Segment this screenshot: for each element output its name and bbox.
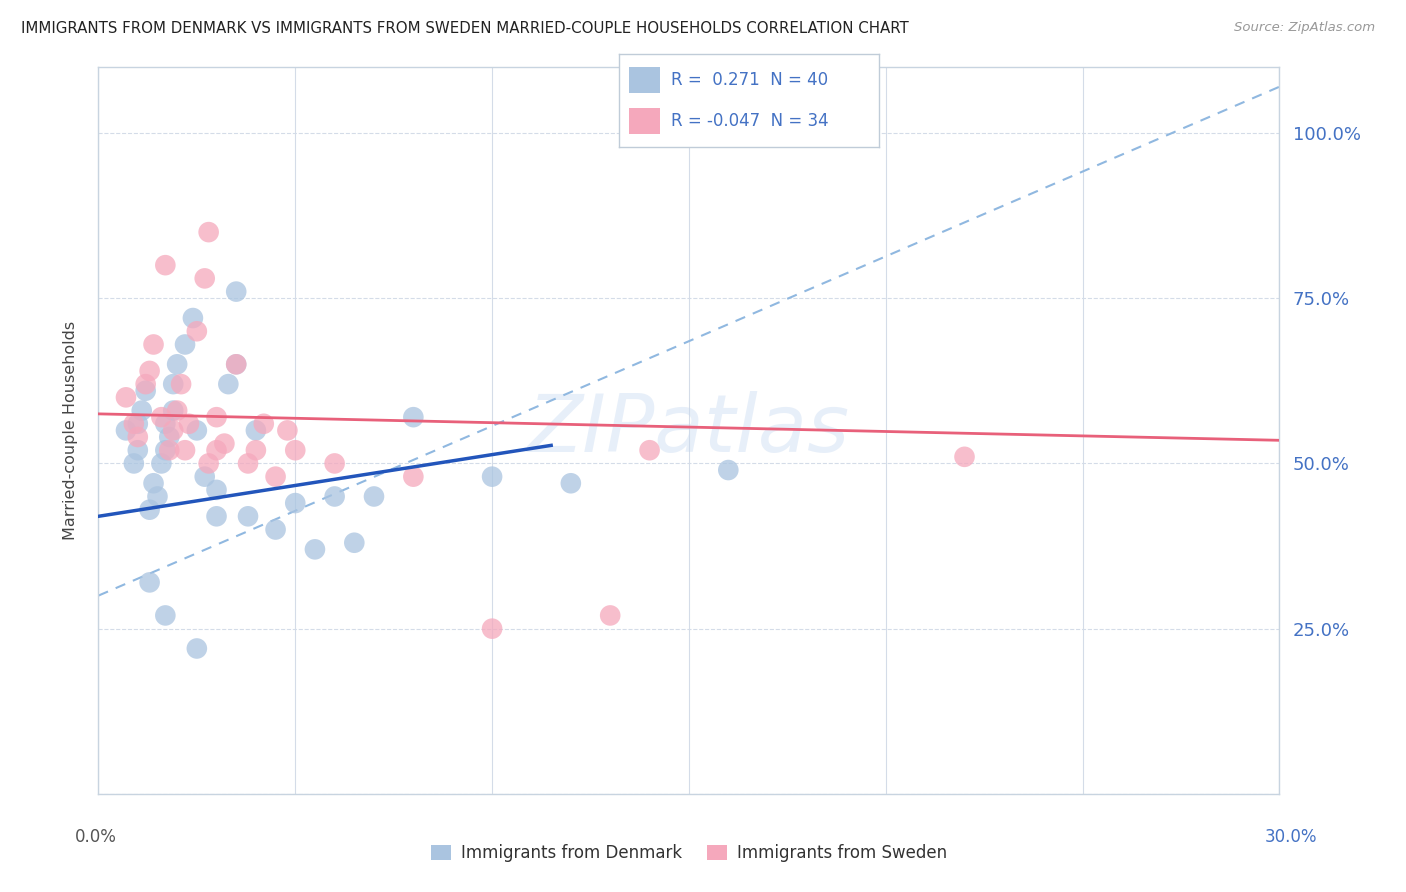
Point [560,476,582,491]
Point [402,469,425,483]
Point [177,417,200,431]
Text: ZIPatlas: ZIPatlas [527,392,851,469]
Point [186,324,208,338]
Point [214,436,236,450]
Point [194,271,217,285]
Point [638,443,661,458]
Text: IMMIGRANTS FROM DENMARK VS IMMIGRANTS FROM SWEDEN MARRIED-COUPLE HOUSEHOLDS CORR: IMMIGRANTS FROM DENMARK VS IMMIGRANTS FR… [21,21,908,36]
Point [166,403,188,417]
Point [186,641,208,656]
Point [142,476,165,491]
Point [323,490,346,504]
Point [323,457,346,471]
Point [127,430,149,444]
Point [481,469,503,483]
Point [150,457,173,471]
Point [284,443,307,458]
Text: Source: ZipAtlas.com: Source: ZipAtlas.com [1234,21,1375,34]
Text: 0.0%: 0.0% [75,828,117,846]
Point [138,364,160,378]
Text: R = -0.047  N = 34: R = -0.047 N = 34 [671,112,828,130]
Point [127,417,149,431]
Point [146,490,169,504]
Point [245,424,267,438]
Point [162,403,184,417]
Point [162,377,184,392]
Point [155,608,177,623]
FancyBboxPatch shape [628,67,661,93]
Point [135,384,157,398]
Point [115,390,138,404]
Point [402,410,425,425]
Point [205,509,228,524]
Point [205,410,228,425]
Point [205,483,228,497]
Point [197,457,219,471]
Point [157,430,180,444]
Point [276,424,298,438]
Text: R =  0.271  N = 40: R = 0.271 N = 40 [671,70,828,88]
Point [284,496,307,510]
Point [481,622,503,636]
Point [225,357,247,371]
Point [174,443,197,458]
Point [157,443,180,458]
Point [162,424,184,438]
Point [138,502,160,516]
Point [127,443,149,458]
Point [138,575,160,590]
Point [174,337,197,351]
Point [236,509,259,524]
Point [264,523,287,537]
Point [304,542,326,557]
Y-axis label: Married-couple Households: Married-couple Households [63,321,77,540]
Point [142,337,165,351]
Point [122,457,145,471]
Point [186,424,208,438]
Point [205,443,228,458]
Point [343,535,366,549]
Point [166,357,188,371]
Point [217,377,239,392]
FancyBboxPatch shape [628,108,661,134]
Point [155,443,177,458]
Point [115,424,138,438]
Point [194,469,217,483]
Point [253,417,276,431]
Point [236,457,259,471]
Point [717,463,740,477]
Point [197,225,219,239]
Point [363,490,385,504]
Point [155,258,177,272]
Point [264,469,287,483]
Point [225,357,247,371]
Point [122,417,145,431]
Point [599,608,621,623]
Point [131,403,153,417]
Point [181,311,204,326]
Point [170,377,193,392]
Point [953,450,976,464]
Text: 30.0%: 30.0% [1264,828,1317,846]
Point [135,377,157,392]
Point [150,410,173,425]
Point [155,417,177,431]
Point [245,443,267,458]
Legend: Immigrants from Denmark, Immigrants from Sweden: Immigrants from Denmark, Immigrants from… [425,838,953,869]
Point [225,285,247,299]
